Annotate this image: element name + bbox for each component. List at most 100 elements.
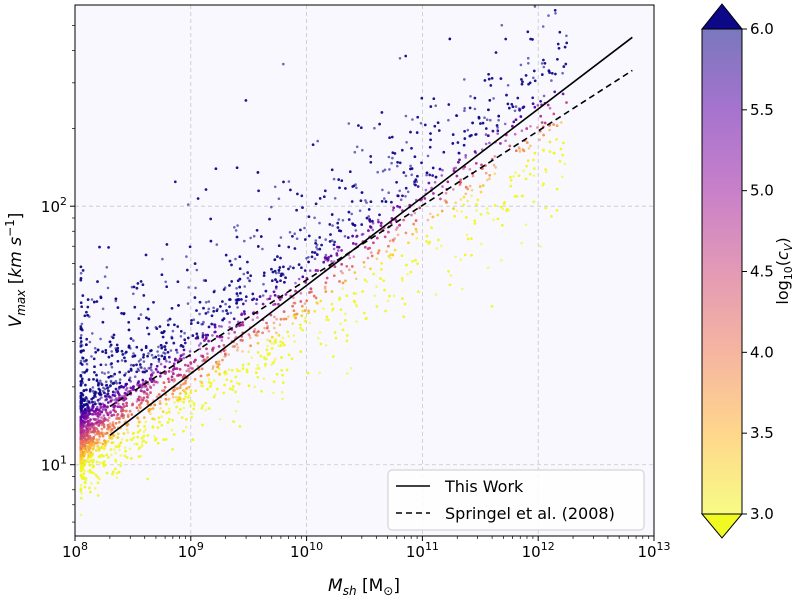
scatter-point (270, 347, 274, 350)
scatter-point (471, 174, 475, 178)
scatter-point (235, 299, 238, 302)
scatter-point (215, 335, 219, 338)
scatter-point (565, 41, 568, 45)
scatter-point (476, 198, 480, 202)
scatter-point (190, 400, 194, 403)
scatter-point (222, 349, 226, 353)
scatter-point (475, 162, 478, 165)
scatter-point (341, 287, 345, 290)
scatter-point (333, 260, 336, 263)
scatter-point (376, 236, 379, 240)
scatter-point (318, 331, 322, 334)
scatter-point (201, 332, 205, 335)
scatter-point (186, 302, 190, 305)
scatter-point (492, 97, 495, 100)
scatter-point (502, 202, 506, 205)
scatter-point (337, 178, 341, 181)
scatter-point (114, 422, 118, 425)
scatter-point (129, 363, 133, 367)
scatter-point (441, 185, 444, 188)
scatter-point (178, 357, 182, 360)
scatter-point (198, 347, 202, 351)
scatter-point (524, 223, 528, 227)
scatter-point (86, 470, 90, 473)
scatter-point (176, 351, 179, 354)
scatter-point (138, 446, 141, 450)
scatter-point (400, 277, 404, 280)
scatter-point (106, 405, 109, 409)
scatter-point (192, 402, 196, 405)
scatter-point (248, 334, 251, 337)
scatter-point (193, 262, 197, 265)
scatter-point (263, 271, 266, 275)
scatter-point (190, 412, 194, 416)
scatter-point (183, 331, 186, 335)
scatter-point (326, 318, 330, 322)
scatter-point (179, 383, 183, 387)
scatter-point (527, 147, 531, 150)
scatter-point (140, 366, 143, 370)
scatter-point (99, 363, 103, 367)
scatter-point (224, 302, 227, 306)
scatter-point (512, 175, 515, 178)
scatter-point (194, 389, 197, 393)
scatter-point (156, 350, 159, 353)
scatter-point (117, 402, 120, 406)
scatter-point (120, 359, 124, 362)
scatter-point (113, 448, 116, 451)
scatter-point (106, 286, 110, 290)
scatter-point (177, 411, 180, 415)
scatter-point (434, 104, 438, 107)
scatter-point (553, 90, 556, 94)
scatter-point (122, 432, 126, 435)
scatter-point (143, 367, 146, 370)
scatter-point (453, 214, 456, 218)
scatter-point (554, 72, 557, 76)
scatter-point (146, 382, 150, 386)
scatter-point (522, 105, 526, 109)
scatter-point (172, 380, 175, 383)
scatter-point (405, 263, 408, 267)
scatter-point (380, 262, 384, 265)
scatter-point (80, 340, 83, 343)
scatter-point (228, 326, 231, 329)
scatter-point (187, 394, 191, 397)
scatter-point (492, 218, 495, 221)
scatter-point (436, 121, 440, 124)
scatter-point (182, 406, 186, 410)
scatter-point (95, 300, 99, 303)
scatter-point (553, 9, 557, 12)
scatter-point (155, 395, 159, 399)
scatter-point (464, 156, 468, 159)
scatter-point (165, 411, 168, 415)
scatter-point (511, 105, 515, 108)
scatter-point (227, 332, 231, 335)
scatter-point (87, 460, 91, 464)
scatter-point (135, 286, 139, 290)
scatter-point (252, 234, 256, 238)
scatter-point (190, 416, 193, 419)
scatter-point (383, 168, 387, 172)
scatter-point (142, 434, 146, 438)
scatter-point (238, 369, 242, 373)
scatter-point (272, 290, 276, 294)
scatter-point (269, 294, 272, 298)
scatter-point (137, 360, 141, 363)
scatter-point (209, 217, 212, 221)
scatter-point (470, 194, 473, 198)
scatter-point (431, 215, 435, 219)
scatter-point (369, 267, 372, 271)
scatter-point (149, 391, 152, 394)
scatter-point (192, 318, 196, 322)
scatter-point (178, 386, 182, 389)
scatter-point (518, 150, 522, 153)
scatter-point (277, 344, 281, 348)
scatter-point (388, 136, 391, 139)
scatter-point (396, 161, 399, 164)
scatter-point (92, 378, 95, 381)
scatter-point (341, 328, 345, 332)
scatter-point (98, 461, 102, 465)
scatter-point (526, 30, 530, 34)
scatter-point (204, 279, 207, 282)
scatter-point (318, 197, 322, 200)
